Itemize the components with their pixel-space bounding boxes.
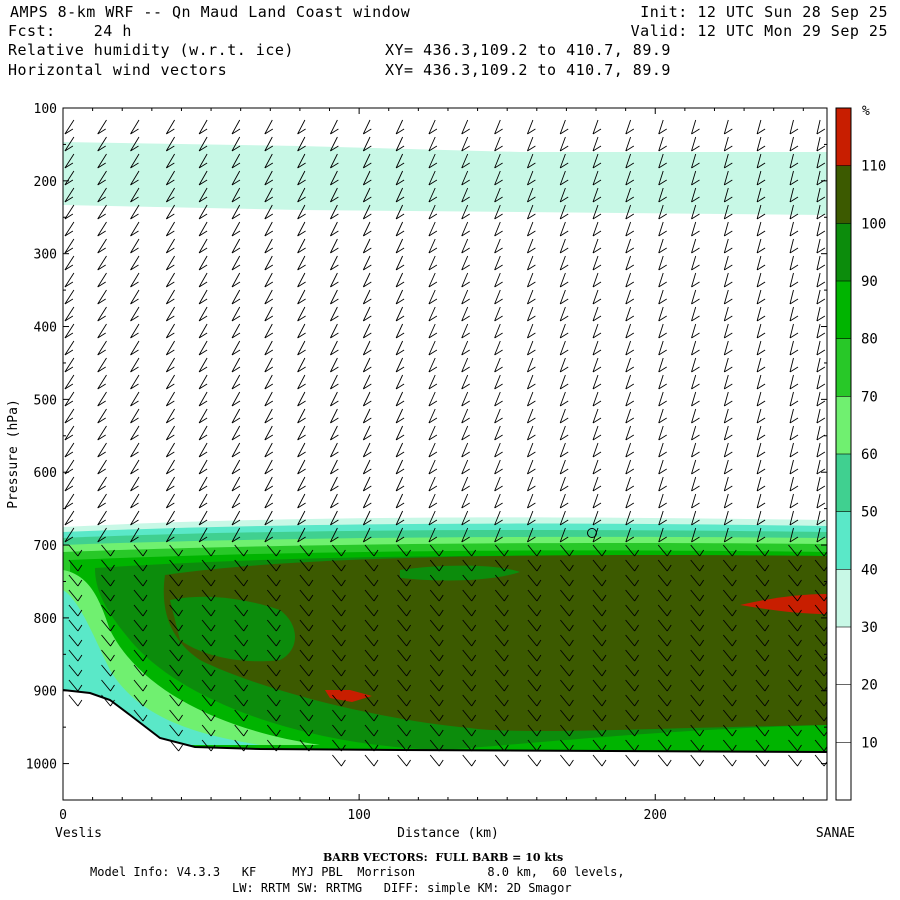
rh-patch-110-right [740,594,827,614]
wind-barb-column [526,119,542,767]
wind-barb-column [428,119,444,767]
y-tick-label: 900 [34,685,57,700]
y-axis: 100 200 300 400 500 600 700 800 900 1000 [26,102,827,801]
rh-patch-90-inner [170,596,295,662]
colorbar: 10 20 30 40 50 60 70 80 90 100 110 [835,107,886,801]
wind-barb-column [461,119,477,767]
colorbar-label: 90 [861,274,878,290]
x-tick-label: 200 [644,808,667,823]
wind-barb-column [395,119,411,767]
cross-section-xy-1: XY= 436.3,109.2 to 410.7, 89.9 [385,41,671,59]
y-axis-label: Pressure (hPa) [6,399,21,509]
barb-legend: BARB VECTORS: FULL BARB = 10 kts [323,851,564,864]
wind-barb-column [329,119,346,767]
model-info-line-2: LW: RRTM SW: RRTMG DIFF: simple KM: 2D S… [232,881,572,895]
y-tick-label: 200 [34,175,57,190]
wind-barb-column [690,119,705,767]
wind-barb-column [362,119,379,767]
x-axis: 0 100 200 [59,108,804,823]
wind-barb-column [198,119,216,752]
colorbar-label: 70 [861,389,878,405]
colorbar-bin [836,165,851,224]
colorbar-label: 20 [861,678,878,694]
rh-patch-110-left [325,690,372,702]
wind-barb-column [722,119,737,767]
colorbar-label: 30 [861,620,878,636]
x-tick-label: 100 [347,808,370,823]
terrain-fill [63,690,827,800]
colorbar-label: 110 [861,159,886,175]
wind-barb-column [165,119,183,752]
colorbar-bin [836,338,851,397]
colorbar-bin [836,396,851,454]
colorbar-label: 40 [861,562,878,578]
x-axis-label: Distance (km) [397,826,499,841]
colorbar-bin [836,281,851,339]
field-name-wind: Horizontal wind vectors [8,61,228,79]
wind-barb-column [97,119,115,707]
init-time: Init: 12 UTC Sun 28 Sep 25 [640,3,888,21]
rh-region-100 [163,554,827,732]
wind-barb-column [657,119,672,767]
valid-time: Valid: 12 UTC Mon 29 Sep 25 [630,22,888,40]
colorbar-bin [836,454,851,512]
field-name-rh: Relative humidity (w.r.t. ice) [8,41,294,59]
wind-barb-column [625,119,639,767]
wind-barb-column [559,119,574,767]
colorbar-label: 10 [861,735,878,751]
colorbar-label: 50 [861,505,878,521]
y-tick-label: 700 [34,539,57,554]
rh-band-upper [63,142,827,215]
wind-barb-column [814,119,827,767]
y-tick-label: 500 [34,393,57,408]
wind-barb-column [755,119,770,767]
x-tick-label: 0 [59,808,67,823]
y-tick-label: 600 [34,466,57,481]
colorbar-bin [836,569,851,627]
x-endpoint-left: Veslis [55,826,102,841]
colorbar-label: 80 [861,332,878,348]
wind-barb-column [297,119,314,752]
rh-patch-90-right [400,565,520,581]
y-tick-label: 400 [34,321,57,336]
forecast-hour: Fcst: 24 h [8,22,132,40]
wind-barb-column [130,119,148,722]
wind-barb-column [788,119,802,767]
station-marker [587,528,597,538]
colorbar-unit: % [862,104,870,119]
colorbar-bin [836,108,851,166]
wind-barb-column [231,119,249,752]
colorbar-bin [836,511,851,570]
y-tick-label: 1000 [26,758,57,773]
colorbar-label: 100 [861,216,886,232]
rh-fill-layer [63,142,827,800]
terrain-line [62,689,828,753]
x-endpoint-right: SANAE [816,826,855,841]
plot-frame [62,107,828,801]
colorbar-bin [836,223,851,281]
wind-barb-column [264,119,281,752]
y-tick-label: 300 [34,248,57,263]
colorbar-bin [836,627,851,800]
y-tick-label: 800 [34,612,57,627]
colorbar-label: 60 [861,447,878,463]
y-tick-label: 100 [34,102,57,117]
model-info-line-1: Model Info: V4.3.3 KF MYJ PBL Morrison 8… [90,865,625,879]
chart-title: AMPS 8-km WRF -- Qn Maud Land Coast wind… [10,3,411,21]
wind-barb-column [64,119,83,707]
wind-barbs [64,119,827,767]
cross-section-xy-2: XY= 436.3,109.2 to 410.7, 89.9 [385,61,671,79]
wind-barb-column [494,119,509,767]
wind-barb-column [592,119,607,767]
